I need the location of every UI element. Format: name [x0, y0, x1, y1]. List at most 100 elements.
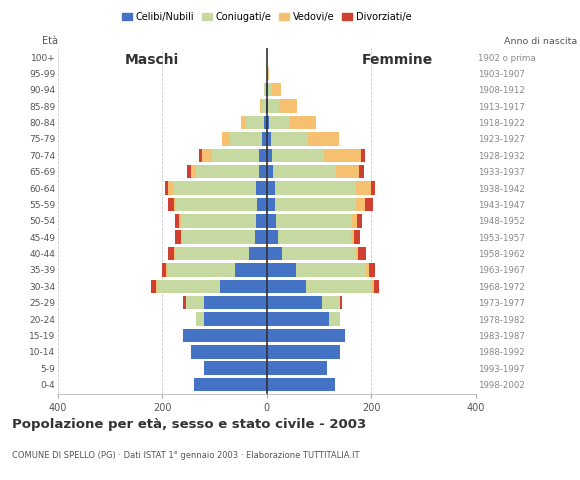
- Bar: [262, 99, 266, 113]
- Bar: [267, 99, 269, 113]
- Bar: [267, 149, 272, 162]
- Bar: [274, 198, 356, 211]
- Bar: [230, 132, 262, 145]
- Bar: [354, 230, 360, 244]
- Bar: [267, 230, 278, 244]
- Bar: [267, 361, 327, 375]
- Bar: [165, 181, 168, 195]
- Bar: [267, 345, 340, 359]
- Bar: [273, 165, 336, 179]
- Bar: [256, 181, 267, 195]
- Bar: [321, 296, 340, 310]
- Bar: [266, 83, 267, 96]
- Bar: [187, 165, 191, 179]
- Bar: [267, 214, 276, 228]
- Bar: [351, 230, 354, 244]
- Bar: [168, 198, 174, 211]
- Text: Femmine: Femmine: [362, 53, 433, 67]
- Bar: [371, 181, 375, 195]
- Bar: [268, 83, 272, 96]
- Bar: [157, 280, 220, 293]
- Bar: [255, 230, 267, 244]
- Bar: [168, 181, 173, 195]
- Bar: [264, 116, 267, 129]
- Bar: [191, 165, 196, 179]
- Bar: [272, 149, 324, 162]
- Bar: [267, 263, 295, 276]
- Bar: [204, 312, 267, 326]
- Bar: [262, 132, 267, 145]
- Bar: [220, 280, 267, 293]
- Bar: [267, 378, 335, 391]
- Bar: [329, 312, 340, 326]
- Bar: [180, 230, 182, 244]
- Bar: [361, 149, 365, 162]
- Bar: [356, 247, 358, 260]
- Bar: [174, 198, 176, 211]
- Bar: [186, 296, 204, 310]
- Bar: [196, 312, 204, 326]
- Bar: [180, 214, 256, 228]
- Bar: [366, 263, 369, 276]
- Bar: [358, 247, 366, 260]
- Bar: [267, 83, 268, 96]
- Bar: [369, 263, 375, 276]
- Bar: [162, 263, 166, 276]
- Bar: [274, 181, 356, 195]
- Bar: [356, 181, 371, 195]
- Bar: [290, 116, 317, 129]
- Bar: [168, 247, 174, 260]
- Bar: [267, 280, 306, 293]
- Bar: [295, 263, 366, 276]
- Bar: [183, 329, 267, 342]
- Bar: [266, 99, 267, 113]
- Bar: [365, 198, 373, 211]
- Bar: [324, 149, 361, 162]
- Text: Età: Età: [42, 36, 58, 46]
- Bar: [267, 67, 269, 80]
- Legend: Celibi/Nubili, Coniugati/e, Vedovi/e, Divorziati/e: Celibi/Nubili, Coniugati/e, Vedovi/e, Di…: [118, 8, 415, 26]
- Bar: [201, 149, 212, 162]
- Bar: [279, 99, 297, 113]
- Bar: [246, 116, 264, 129]
- Bar: [183, 296, 186, 310]
- Bar: [175, 247, 248, 260]
- Bar: [264, 83, 266, 96]
- Bar: [212, 149, 259, 162]
- Bar: [352, 214, 357, 228]
- Bar: [173, 181, 256, 195]
- Bar: [241, 116, 246, 129]
- Bar: [357, 214, 362, 228]
- Bar: [267, 132, 271, 145]
- Bar: [269, 116, 290, 129]
- Bar: [151, 280, 155, 293]
- Text: Maschi: Maschi: [125, 53, 179, 67]
- Bar: [276, 214, 352, 228]
- Bar: [340, 296, 342, 310]
- Bar: [306, 280, 371, 293]
- Bar: [271, 132, 307, 145]
- Bar: [278, 230, 351, 244]
- Bar: [248, 247, 267, 260]
- Text: COMUNE DI SPELLO (PG) · Dati ISTAT 1° gennaio 2003 · Elaborazione TUTTITALIA.IT: COMUNE DI SPELLO (PG) · Dati ISTAT 1° ge…: [12, 451, 359, 460]
- Bar: [269, 99, 279, 113]
- Bar: [176, 198, 258, 211]
- Bar: [359, 165, 364, 179]
- Bar: [267, 329, 345, 342]
- Bar: [155, 280, 157, 293]
- Bar: [336, 165, 359, 179]
- Bar: [267, 165, 273, 179]
- Text: Popolazione per età, sesso e stato civile - 2003: Popolazione per età, sesso e stato civil…: [12, 418, 366, 431]
- Bar: [260, 99, 262, 113]
- Bar: [179, 214, 180, 228]
- Bar: [267, 312, 329, 326]
- Bar: [168, 263, 235, 276]
- Bar: [194, 378, 267, 391]
- Bar: [267, 116, 269, 129]
- Bar: [256, 214, 267, 228]
- Bar: [267, 198, 274, 211]
- Text: Anno di nascita: Anno di nascita: [504, 36, 577, 46]
- Bar: [259, 149, 267, 162]
- Bar: [371, 280, 374, 293]
- Bar: [282, 247, 356, 260]
